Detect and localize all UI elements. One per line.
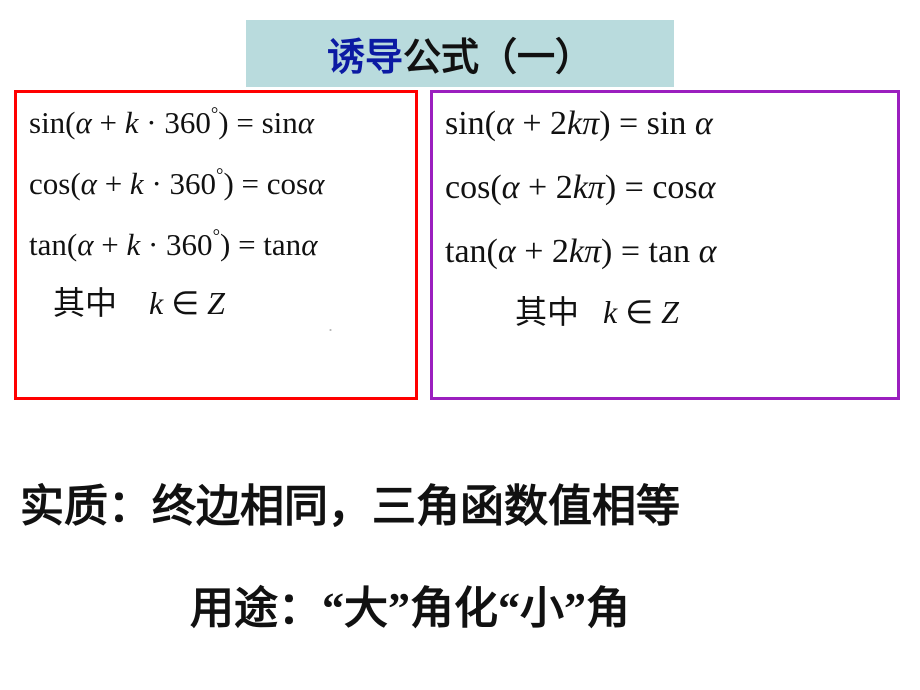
- title-part-2: 公式（一）: [403, 37, 593, 79]
- title-part-1: 诱导: [327, 37, 403, 79]
- formula-tan-rad: tan(α + 2kπ) = tan α: [445, 235, 885, 269]
- statement-essence: 实质：终边相同，三角函数值相等: [20, 470, 680, 534]
- formula-where-left: 其中 k ∈ Z: [29, 278, 403, 324]
- statement-usage: 用途：“大”角化“小”角: [190, 572, 630, 636]
- formula-box-degrees: sin(α + k · 360°) = sinα cos(α + k · 360…: [14, 90, 418, 400]
- formula-tan-deg: tan(α + k · 360°) = tanα: [29, 229, 403, 260]
- watermark-dot: .: [328, 315, 334, 336]
- formula-cos-deg: cos(α + k · 360°) = cosα: [29, 168, 403, 199]
- formula-where-right: 其中 k ∈ Z: [445, 287, 885, 333]
- title-banner: 诱导公式（一）: [246, 20, 674, 87]
- formula-cos-rad: cos(α + 2kπ) = cosα: [445, 171, 885, 205]
- formula-sin-deg: sin(α + k · 360°) = sinα: [29, 107, 403, 138]
- formula-sin-rad: sin(α + 2kπ) = sin α: [445, 107, 885, 141]
- formula-box-radians: sin(α + 2kπ) = sin α cos(α + 2kπ) = cosα…: [430, 90, 900, 400]
